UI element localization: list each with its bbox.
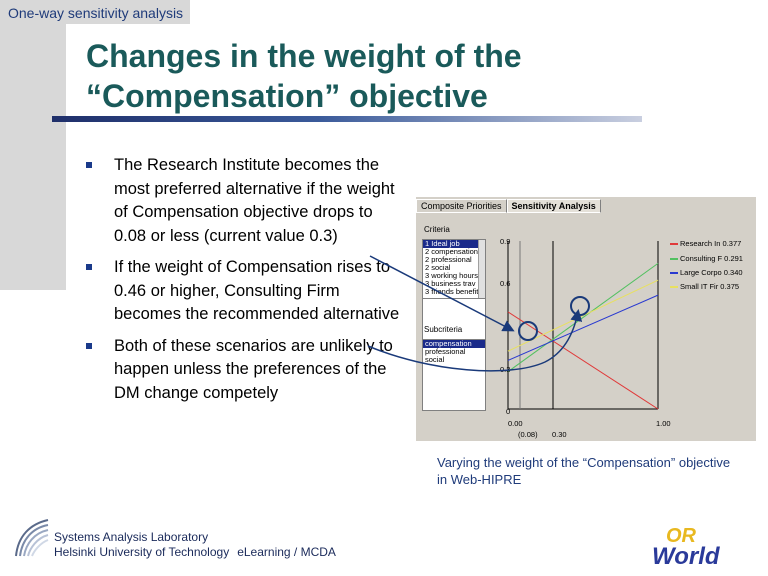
title-line-1: Changes in the weight of the [86,38,522,74]
criteria-scrollbar[interactable] [478,240,485,298]
subcriteria-label: Subcriteria [424,325,463,334]
legend-label: Large Corpo 0.340 [680,268,743,277]
tab-composite-priorities[interactable]: Composite Priorities [416,199,507,213]
x-mark-label: (0.08) [518,430,538,439]
footer: Systems Analysis Laboratory Helsinki Uni… [54,530,336,560]
bullet-item: Both of these scenarios are unlikely to … [86,335,406,406]
legend-item: Large Corpo 0.340 [670,268,754,278]
sal-logo-icon [15,519,49,557]
bullet-text: The Research Institute becomes the most … [114,156,395,245]
subcriteria-listbox[interactable]: compensation professional social [422,339,486,411]
legend-swatch [670,286,678,289]
list-item[interactable]: social [425,355,445,364]
tab-bar: Composite Priorities Sensitivity Analysi… [416,199,601,213]
sensitivity-screenshot: Composite Priorities Sensitivity Analysi… [416,197,756,441]
header-band [0,0,190,24]
x-tick-label: 0.00 [508,419,523,428]
legend-label: Consulting F 0.291 [680,254,743,263]
y-tick-label: 0.3 [500,365,511,374]
legend-item: Consulting F 0.291 [670,254,754,264]
orworld-logo-icon: OR World [652,525,721,570]
series-line [507,294,659,361]
legend-label: Small IT Fir 0.375 [680,282,740,291]
legend-swatch [670,272,678,275]
list-item[interactable]: 2 compensation [425,247,478,256]
y-tick-label: 0.9 [500,237,511,246]
section-label: One-way sensitivity analysis [8,5,184,21]
title-line-2: “Compensation” objective [86,78,488,114]
bullet-icon [86,264,92,270]
y-tick-label: 0.6 [500,279,511,288]
slide-title: Changes in the weight of the “Compensati… [86,36,686,116]
x-tick-label: 1.00 [656,419,671,428]
bullet-icon [86,342,92,349]
series-line [507,279,659,352]
criteria-listbox[interactable]: 1 Ideal job 2 compensation 2 professiona… [422,239,486,299]
bullet-text: If the weight of Compensation rises to 0… [114,258,400,323]
sensitivity-plot [498,235,668,411]
legend-swatch [670,258,678,261]
bullet-item: If the weight of Compensation rises to 0… [86,256,406,327]
bullet-item: The Research Institute becomes the most … [86,154,406,248]
series-line [507,311,659,410]
footer-university: Helsinki University of Technology [54,545,230,559]
tab-sensitivity-analysis[interactable]: Sensitivity Analysis [506,199,601,213]
legend-item: Small IT Fir 0.375 [670,282,754,292]
legend-swatch [670,243,678,246]
criteria-label: Criteria [424,225,450,234]
footer-org: Systems Analysis Laboratory [54,530,209,544]
title-underline [52,116,642,122]
list-item[interactable]: 1 Ideal job [423,240,485,248]
svg-text:OR: OR [666,525,697,547]
list-item[interactable]: 3 friends benefit [425,287,479,296]
series-line [507,262,659,373]
footer-course: eLearning / MCDA [237,545,336,559]
left-decor-bar [0,0,66,290]
y-tick-label: 0 [506,407,511,416]
plot-canvas [507,241,659,410]
footer-university-line: Helsinki University of Technology eLearni… [54,545,336,560]
bullet-icon [86,162,92,168]
legend-item: Research In 0.377 [670,239,754,249]
x-mark-label: 0.30 [552,430,567,439]
bullet-list: The Research Institute becomes the most … [86,154,406,413]
legend-label: Research In 0.377 [680,239,742,248]
svg-text:World: World [652,543,721,570]
bullet-text: Both of these scenarios are unlikely to … [114,336,393,402]
screenshot-caption: Varying the weight of the “Compensation”… [437,455,731,487]
